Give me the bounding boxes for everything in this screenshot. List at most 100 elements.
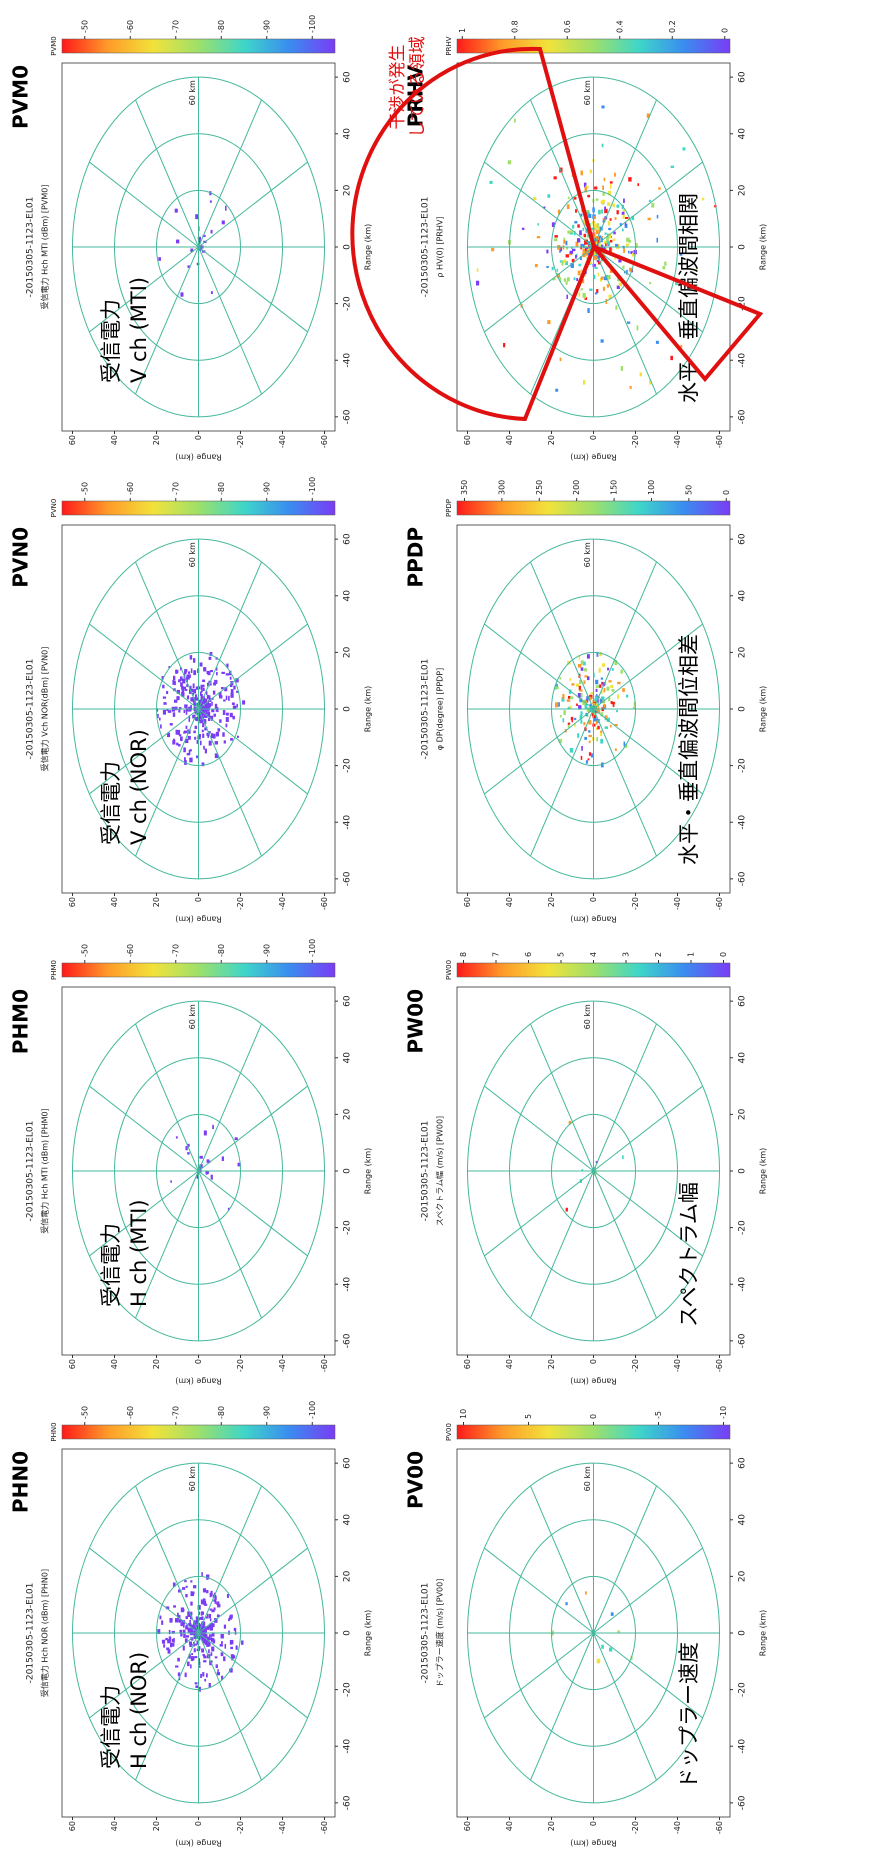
echo <box>175 1136 178 1139</box>
echo <box>193 1620 196 1623</box>
echo <box>174 680 176 686</box>
echo <box>194 1682 198 1685</box>
colorbar-tick-label: -70 <box>171 944 180 957</box>
echo <box>208 1649 210 1654</box>
echo <box>601 143 604 148</box>
ring-label: 60 km <box>583 80 592 105</box>
azimuth-line <box>484 708 594 795</box>
x-tick-label: -20 <box>738 1682 748 1697</box>
echo <box>190 704 192 709</box>
echo <box>178 734 182 737</box>
panel-code: PV00 <box>404 1451 428 1509</box>
echo <box>211 701 213 706</box>
echo <box>580 755 583 760</box>
azimuth-line <box>530 1023 594 1172</box>
echo <box>476 268 479 272</box>
colorbar-tick-label: 0.4 <box>615 20 624 33</box>
colorbar-tick-label: -80 <box>217 1406 226 1419</box>
x-tick-label: 20 <box>738 1570 748 1582</box>
echo <box>200 1673 202 1679</box>
colorbar-tick-label: 250 <box>535 480 544 495</box>
y-tick-label: -60 <box>320 435 329 448</box>
echo <box>546 249 549 254</box>
echo <box>209 200 212 203</box>
echo <box>602 192 605 196</box>
colorbar-tick-label: 0 <box>719 952 728 957</box>
azimuth-line <box>89 1170 199 1257</box>
echo <box>567 722 571 725</box>
echo <box>215 731 219 737</box>
colorbar-tick-label: -80 <box>217 482 226 495</box>
ring-label: 60 km <box>188 1466 197 1491</box>
echo <box>172 675 176 681</box>
y-tick-label: -20 <box>236 897 245 910</box>
echo <box>202 1672 205 1677</box>
echo <box>609 218 612 221</box>
echo <box>580 243 583 247</box>
y-tick-label: 40 <box>110 1821 119 1831</box>
echo <box>223 1656 226 1662</box>
echo <box>203 745 205 750</box>
echo <box>588 740 591 744</box>
echo <box>210 229 213 234</box>
azimuth-line <box>89 1085 199 1172</box>
echo <box>190 1591 193 1594</box>
azimuth-line <box>593 561 657 710</box>
azimuth-line <box>530 1485 594 1634</box>
x-tick-label: -40 <box>738 1277 748 1292</box>
echo <box>182 678 186 684</box>
colorbar-tick-label: 0 <box>720 28 729 33</box>
echo <box>569 696 574 700</box>
echo <box>569 678 572 681</box>
colorbar-tick-label: 0.6 <box>563 20 572 33</box>
x-tick-label: 40 <box>343 1052 353 1064</box>
echo <box>229 684 233 688</box>
echo <box>587 758 590 761</box>
chart-title: -20150305-1123-EL01 <box>26 197 36 298</box>
echo <box>588 720 592 725</box>
echo <box>554 235 558 238</box>
echo <box>617 681 621 685</box>
echo <box>566 699 571 702</box>
y-tick-label: -40 <box>673 1821 682 1834</box>
echo <box>615 305 618 310</box>
echo <box>594 292 598 295</box>
colorbar-tick-label: -60 <box>126 1406 135 1419</box>
azimuth-line <box>530 561 594 710</box>
panel-code: PVM0 <box>9 65 33 129</box>
echo <box>587 308 590 313</box>
echo <box>702 197 705 201</box>
echo <box>567 230 571 234</box>
echo <box>569 250 574 254</box>
echo <box>187 1661 190 1667</box>
echo <box>208 656 212 660</box>
echo <box>503 342 506 348</box>
colorbar <box>456 1424 731 1440</box>
echo <box>168 1629 171 1635</box>
echo <box>602 286 605 291</box>
colorbar-tick-label: -90 <box>262 1406 271 1419</box>
echo <box>610 685 614 689</box>
echo <box>196 1174 199 1179</box>
y-tick-label: -60 <box>715 1821 724 1834</box>
y-tick-label: 40 <box>505 897 514 907</box>
echo <box>571 258 575 263</box>
echo <box>610 701 613 704</box>
echo <box>212 1639 216 1643</box>
echo <box>598 667 601 673</box>
echo <box>613 231 616 235</box>
echo <box>577 270 581 276</box>
echo <box>598 209 601 215</box>
echo <box>604 726 609 729</box>
echo <box>609 181 613 184</box>
chart-title: -20150305-1123-EL01 <box>26 659 36 760</box>
echo <box>177 1672 181 1677</box>
x-tick-label: -60 <box>738 1795 748 1810</box>
echo <box>196 740 199 744</box>
echo <box>202 1636 206 1641</box>
echo <box>608 294 612 299</box>
echo <box>220 687 224 690</box>
y-tick-label: 0 <box>589 435 598 440</box>
echo <box>578 263 582 267</box>
x-tick-label: 60 <box>738 71 748 83</box>
